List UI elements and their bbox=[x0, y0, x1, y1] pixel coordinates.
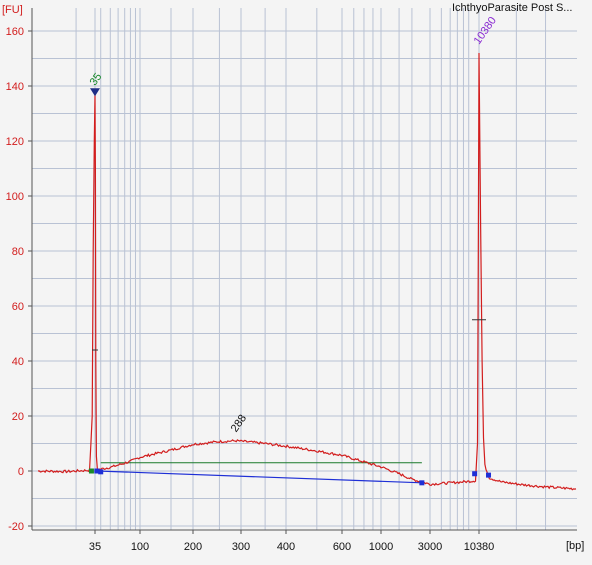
peak-triangle bbox=[90, 88, 100, 97]
x-tick-label: 1000 bbox=[369, 541, 393, 553]
x-tick-label: 200 bbox=[184, 541, 202, 553]
grid bbox=[32, 8, 577, 530]
peak-marker bbox=[98, 469, 104, 475]
y-tick-label: 160 bbox=[6, 26, 24, 38]
peak-marker bbox=[486, 472, 492, 478]
y-tick-label: 40 bbox=[12, 356, 24, 368]
y-tick-label: 20 bbox=[12, 411, 24, 423]
x-tick-label: 3000 bbox=[418, 541, 442, 553]
y-tick-label: -20 bbox=[8, 521, 24, 533]
peak-marker bbox=[88, 468, 94, 474]
y-tick-label: 120 bbox=[6, 136, 24, 148]
y-tick-label: 0 bbox=[18, 466, 24, 478]
y-tick-label: 80 bbox=[12, 246, 24, 258]
x-tick-label: 300 bbox=[232, 541, 250, 553]
x-tick-label: 400 bbox=[277, 541, 295, 553]
y-axis-unit: [FU] bbox=[2, 4, 23, 16]
x-tick-label: 100 bbox=[131, 541, 149, 553]
x-tick-label: 35 bbox=[89, 541, 101, 553]
baseline-line bbox=[97, 470, 422, 484]
y-tick-label: 140 bbox=[6, 81, 24, 93]
x-axis-unit: [bp] bbox=[566, 540, 584, 552]
y-tick-label: 100 bbox=[6, 191, 24, 203]
peak-marker bbox=[94, 468, 100, 474]
trace-line bbox=[37, 52, 577, 491]
peak-marker bbox=[472, 471, 478, 477]
y-tick-label: 60 bbox=[12, 301, 24, 313]
peak-label-35: 35 bbox=[88, 71, 105, 88]
axes: -20 0 20 40 60 80 100 120 140 160 35 100 200 300 400 60… bbox=[6, 8, 577, 553]
x-tick-label: 10380 bbox=[464, 541, 495, 553]
x-tick-label: 600 bbox=[333, 541, 351, 553]
data-layer bbox=[37, 52, 577, 491]
peak-marker bbox=[419, 480, 425, 486]
chart-title: IchthyoParasite Post S... bbox=[452, 2, 572, 14]
